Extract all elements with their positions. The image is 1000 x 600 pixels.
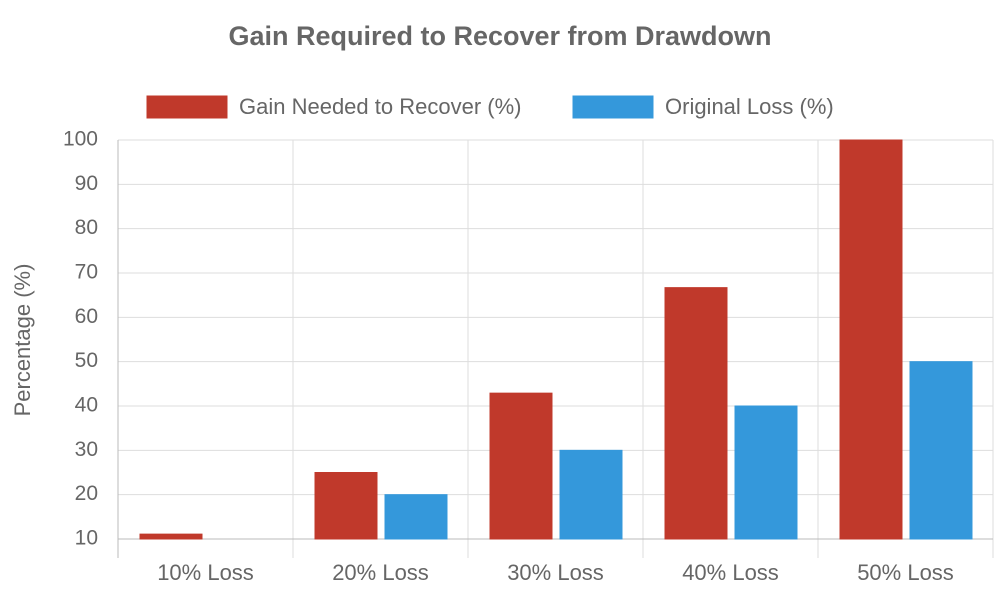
y-tick-label: 100 [63,128,98,151]
x-tick-label: 20% Loss [332,560,429,585]
bar [139,533,203,540]
y-tick-label: 30 [75,438,98,461]
x-tick-label: 40% Loss [682,560,779,585]
bar [664,287,728,540]
legend-label: Original Loss (%) [665,94,834,119]
bar [384,494,448,540]
legend-swatch [146,95,228,119]
bar [314,472,378,540]
bar [489,392,553,540]
bar [909,361,973,540]
y-tick-label: 10 [75,527,98,550]
y-tick-label: 50 [75,349,98,372]
y-tick-label: 80 [75,216,98,239]
x-tick-label: 30% Loss [507,560,604,585]
bar [559,449,623,540]
y-tick-label: 70 [75,261,98,284]
y-axis-title: Percentage (%) [10,264,35,417]
y-tick-label: 90 [75,172,98,195]
y-tick-label: 60 [75,305,98,328]
y-tick-label: 20 [75,482,98,505]
bar [839,139,903,540]
legend-swatch [572,95,654,119]
y-tick-label: 40 [75,394,98,417]
chart-title: Gain Required to Recover from Drawdown [228,21,771,51]
x-tick-label: 10% Loss [157,560,254,585]
x-tick-label: 50% Loss [857,560,954,585]
bar [734,405,798,540]
legend-label: Gain Needed to Recover (%) [239,94,521,119]
